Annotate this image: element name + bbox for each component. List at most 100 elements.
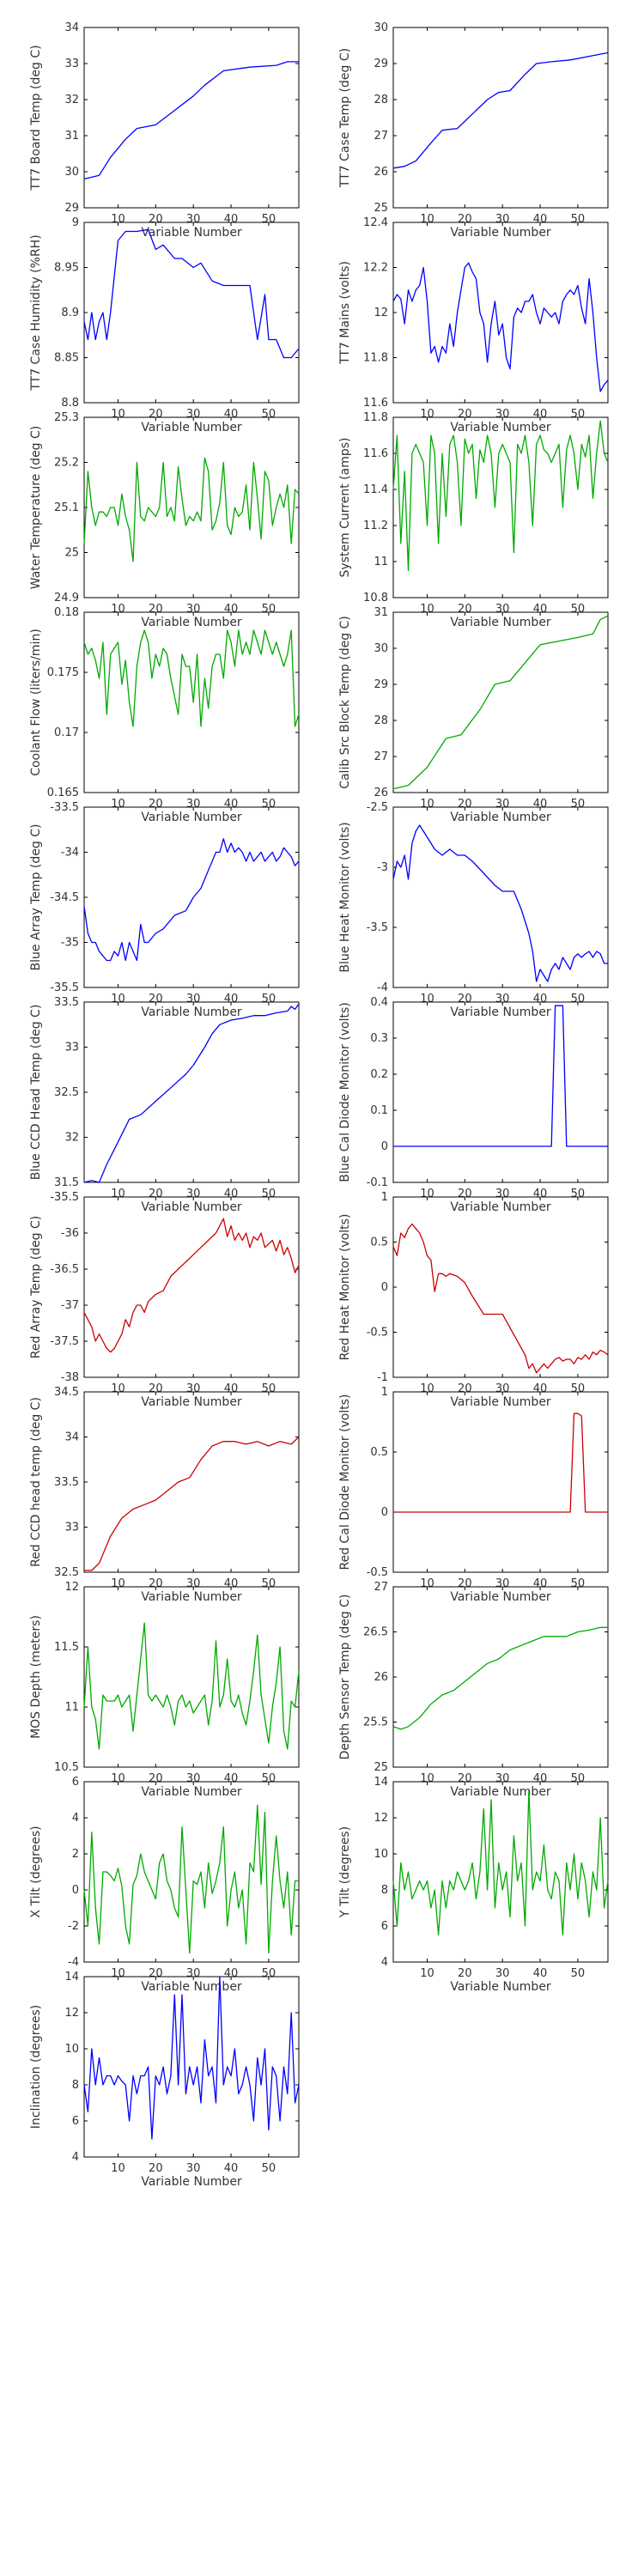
x-axis-label: Variable Number (450, 1785, 551, 1799)
plot-frame (83, 1586, 300, 1768)
y-tick-label: 0.2 (370, 1068, 388, 1081)
series-line (393, 1413, 608, 1513)
y-tick-label: -34.5 (50, 891, 79, 904)
y-axis-label: Blue Heat Monitor (volts) (338, 822, 352, 972)
y-tick-label: 11.2 (363, 519, 388, 532)
y-tick-label: 28 (374, 94, 388, 106)
y-tick-label: 31 (374, 606, 388, 619)
y-axis-label: TT7 Case Humidity (%RH) (29, 234, 43, 391)
x-axis-label: Variable Number (141, 616, 242, 629)
plot-frame (83, 1976, 300, 2158)
x-tick-label: 30 (495, 1967, 510, 1980)
y-tick-label: 12 (64, 1581, 79, 1594)
plot-frame (392, 1196, 609, 1378)
y-axis-label: Coolant Flow (liters/min) (29, 629, 43, 776)
y-tick-label: 25.2 (54, 457, 79, 470)
y-tick-label: 11 (374, 556, 388, 568)
series-line (83, 1622, 300, 1750)
x-tick-label: 10 (420, 1967, 434, 1980)
y-tick-label: 4 (72, 2151, 79, 2164)
y-tick-label: 8.95 (54, 262, 79, 275)
y-axis-label: System Current (amps) (338, 437, 352, 577)
x-tick-label: 20 (149, 2162, 163, 2175)
y-tick-label: 34 (64, 21, 79, 34)
y-tick-label: 0 (381, 1140, 388, 1153)
y-tick-label: 33.5 (54, 1476, 79, 1489)
y-tick-label: 11.4 (363, 483, 388, 496)
series-line (84, 1437, 300, 1571)
y-axis-label: TT7 Mains (volts) (338, 261, 352, 365)
y-tick-label: 25 (64, 547, 79, 560)
plot-frame (392, 27, 609, 209)
y-tick-label: 26 (374, 166, 388, 179)
y-axis-label: Y Tilt (degrees) (338, 1826, 352, 1918)
y-tick-label: 4 (72, 1812, 79, 1825)
y-tick-label: -2.5 (367, 801, 388, 814)
x-axis-label: Variable Number (450, 1590, 551, 1604)
y-tick-label: 26 (374, 787, 388, 799)
x-axis-label: Variable Number (450, 1200, 551, 1214)
y-tick-label: 31 (64, 130, 79, 143)
plot-frame (83, 1001, 300, 1183)
y-tick-label: 8.85 (54, 352, 79, 365)
y-axis-label: Water Temperature (deg C) (29, 426, 43, 590)
y-tick-label: -35.5 (50, 981, 79, 994)
y-tick-label: 10 (64, 2043, 79, 2056)
plot-frame (392, 1586, 609, 1768)
x-tick-label: 30 (186, 2162, 201, 2175)
series-line (392, 52, 609, 169)
y-tick-label: 2 (72, 1848, 79, 1861)
y-axis-label: MOS Depth (meters) (29, 1615, 43, 1739)
plot-frame (392, 1001, 609, 1183)
plot-frame (392, 416, 609, 598)
x-axis-label: Variable Number (141, 1200, 242, 1214)
y-axis-label: Blue Cal Diode Monitor (volts) (338, 1002, 352, 1182)
y-tick-label: 25 (374, 1761, 388, 1774)
y-tick-label: 29 (64, 202, 79, 215)
x-axis-label: Variable Number (141, 226, 242, 240)
x-axis-label: Variable Number (450, 421, 551, 434)
y-tick-label: -3.5 (367, 921, 388, 934)
x-axis-label: Variable Number (450, 1005, 551, 1019)
chart-red-array-temp: -38-37.5-37-36.5-36-35.510 20 30 40 50Variab… (29, 1191, 300, 1409)
y-tick-label: 11.6 (363, 447, 388, 460)
y-tick-label: 30 (374, 21, 388, 34)
x-axis-label: Variable Number (141, 1005, 242, 1019)
y-tick-label: 0.5 (370, 1446, 388, 1459)
y-tick-label: 29 (374, 58, 388, 70)
y-tick-label: -34 (61, 847, 79, 860)
y-axis-label: Blue Array Temp (deg C) (29, 824, 43, 971)
series-line (83, 1976, 300, 2140)
y-tick-label: 25.3 (54, 411, 79, 424)
y-tick-label: 8 (72, 2079, 79, 2092)
y-tick-label: 11 (64, 1701, 79, 1714)
y-tick-label: 11.5 (54, 1641, 79, 1654)
plot-frame (392, 1391, 609, 1573)
x-axis-label: Variable Number (450, 226, 551, 240)
y-tick-label: -2 (68, 1920, 79, 1933)
y-tick-label: 12 (64, 2007, 79, 2020)
y-tick-label: 11.8 (363, 352, 388, 365)
y-axis-label: Red Array Temp (deg C) (29, 1216, 43, 1359)
y-tick-label: 25 (374, 202, 388, 215)
series-line (392, 420, 609, 572)
y-tick-label: 33 (64, 58, 79, 70)
y-tick-label: 34 (64, 1431, 79, 1444)
y-tick-label: 28 (374, 714, 388, 727)
y-tick-label: 9 (72, 216, 79, 229)
y-tick-label: 24.9 (54, 592, 79, 605)
plot-frame (392, 222, 609, 404)
series-line (83, 61, 299, 180)
series-line (83, 1218, 300, 1353)
x-axis-label: Variable Number (141, 1590, 242, 1604)
y-tick-label: 31.5 (54, 1176, 79, 1189)
x-axis-label: Variable Number (141, 811, 242, 824)
chart-inclination: 4 6 8 10 12 14 10 20 30 40 50 Variable Number Inclin… (29, 1971, 300, 2189)
